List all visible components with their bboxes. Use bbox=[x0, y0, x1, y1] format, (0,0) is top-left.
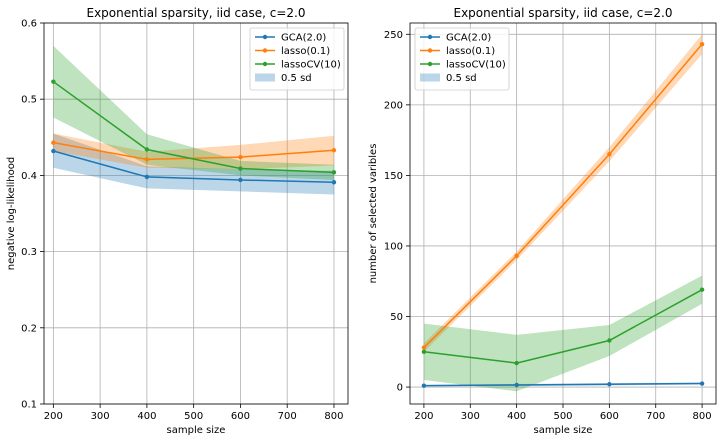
sd-band-0 bbox=[53, 133, 334, 195]
data-point-1 bbox=[699, 41, 705, 47]
x-tick-label: 400 bbox=[507, 411, 526, 422]
y-tick-label: 0.3 bbox=[21, 247, 37, 258]
data-point-1 bbox=[51, 140, 56, 145]
y-tick-label: 50 bbox=[390, 312, 403, 323]
data-point-1 bbox=[514, 253, 519, 259]
chart-title: Exponential sparsity, iid case, c=2.0 bbox=[86, 6, 305, 20]
data-point-2 bbox=[238, 166, 243, 171]
legend-label-1: lasso(0.1) bbox=[446, 46, 495, 57]
x-axis-label: sample size bbox=[167, 425, 226, 436]
y-tick-label: 100 bbox=[384, 241, 403, 252]
sd-band-2 bbox=[423, 275, 703, 392]
y-tick-label: 200 bbox=[384, 100, 403, 111]
x-axis-label: sample size bbox=[534, 425, 593, 436]
data-point-1 bbox=[144, 157, 150, 162]
legend-marker-1 bbox=[427, 48, 433, 53]
legend-marker-1 bbox=[262, 48, 268, 53]
legend-box bbox=[414, 27, 510, 91]
sd-band-2 bbox=[53, 45, 334, 180]
y-tick-label: 0.2 bbox=[21, 323, 37, 334]
legend-marker-2 bbox=[427, 61, 433, 67]
y-tick-label: 0.4 bbox=[21, 171, 37, 182]
legend-band-label: 0.5 sd bbox=[281, 73, 312, 84]
legend-label-0: GCA(2.0) bbox=[446, 33, 491, 44]
legend-label-1: lasso(0.1) bbox=[281, 46, 330, 57]
x-tick-label: 600 bbox=[600, 411, 619, 422]
data-point-0 bbox=[331, 180, 337, 185]
data-point-2 bbox=[699, 287, 705, 292]
x-tick-label: 600 bbox=[231, 411, 250, 422]
y-tick-label: 0.1 bbox=[21, 400, 37, 411]
x-tick-label: 200 bbox=[44, 411, 63, 422]
legend-label-2: lassoCV(10) bbox=[446, 60, 506, 71]
legend: GCA(2.0) lasso(0.1) lassoCV(10) 0.5 sd bbox=[414, 27, 510, 91]
chart-title: Exponential sparsity, iid case, c=2.0 bbox=[453, 6, 672, 20]
data-point-1 bbox=[607, 152, 612, 157]
data-point-2 bbox=[607, 338, 612, 343]
series-line-0 bbox=[53, 150, 334, 184]
data-point-0 bbox=[607, 382, 612, 387]
legend-band-swatch bbox=[255, 73, 275, 82]
x-tick-label: 400 bbox=[137, 411, 156, 422]
data-point-0 bbox=[421, 383, 427, 388]
legend-label-0: GCA(2.0) bbox=[281, 33, 326, 44]
left-panel: 200 300 400 500 600 700 800 0.1 0.2 0.3 0.4 0.5 0.6 E… bbox=[6, 6, 349, 436]
data-point-0 bbox=[144, 174, 150, 180]
legend-band-swatch bbox=[420, 73, 440, 82]
data-point-0 bbox=[238, 177, 243, 183]
x-tick-label: 500 bbox=[184, 411, 203, 422]
data-point-0 bbox=[514, 382, 519, 388]
data-point-2 bbox=[421, 349, 427, 354]
data-point-2 bbox=[331, 170, 337, 175]
y-axis-label: number of selected varibles bbox=[368, 144, 379, 284]
data-point-1 bbox=[238, 154, 243, 160]
y-tick-label: 150 bbox=[384, 171, 403, 182]
data-point-2 bbox=[51, 79, 56, 84]
data-point-0 bbox=[51, 148, 56, 154]
right-panel: 200 300 400 500 600 700 800 0 50 100 150 200 250 Expo… bbox=[368, 6, 717, 436]
series-line-2 bbox=[423, 289, 703, 364]
legend: GCA(2.0) lasso(0.1) lassoCV(10) 0.5 sd bbox=[249, 27, 345, 91]
axes-frame bbox=[43, 22, 349, 405]
data-point-2 bbox=[514, 360, 519, 366]
legend-label-2: lassoCV(10) bbox=[281, 60, 341, 71]
data-point-2 bbox=[144, 147, 150, 152]
x-tick-label: 500 bbox=[553, 411, 572, 422]
y-tick-label: 250 bbox=[384, 30, 403, 41]
x-tick-label: 300 bbox=[91, 411, 110, 422]
x-tick-label: 800 bbox=[324, 411, 343, 422]
legend-box bbox=[249, 27, 345, 91]
y-tick-label: 0 bbox=[397, 383, 403, 394]
series-line-0 bbox=[423, 382, 703, 387]
y-axis-label: negative log-likelihood bbox=[6, 157, 17, 270]
data-point-1 bbox=[331, 148, 337, 153]
legend-marker-0 bbox=[262, 34, 268, 40]
y-tick-label: 0.5 bbox=[21, 95, 37, 106]
x-tick-label: 800 bbox=[693, 411, 712, 422]
x-tick-label: 700 bbox=[646, 411, 665, 422]
x-tick-label: 700 bbox=[278, 411, 297, 422]
legend-marker-0 bbox=[427, 34, 433, 40]
x-tick-label: 200 bbox=[414, 411, 433, 422]
series-line-2 bbox=[52, 81, 334, 174]
series-line-1 bbox=[423, 43, 703, 349]
data-point-0 bbox=[699, 381, 705, 386]
legend-marker-2 bbox=[262, 61, 268, 67]
legend-band-label: 0.5 sd bbox=[446, 73, 477, 84]
x-tick-label: 300 bbox=[461, 411, 480, 422]
data-point-1 bbox=[421, 345, 427, 350]
y-tick-label: 0.6 bbox=[21, 19, 37, 30]
sd-band-1 bbox=[53, 133, 334, 170]
